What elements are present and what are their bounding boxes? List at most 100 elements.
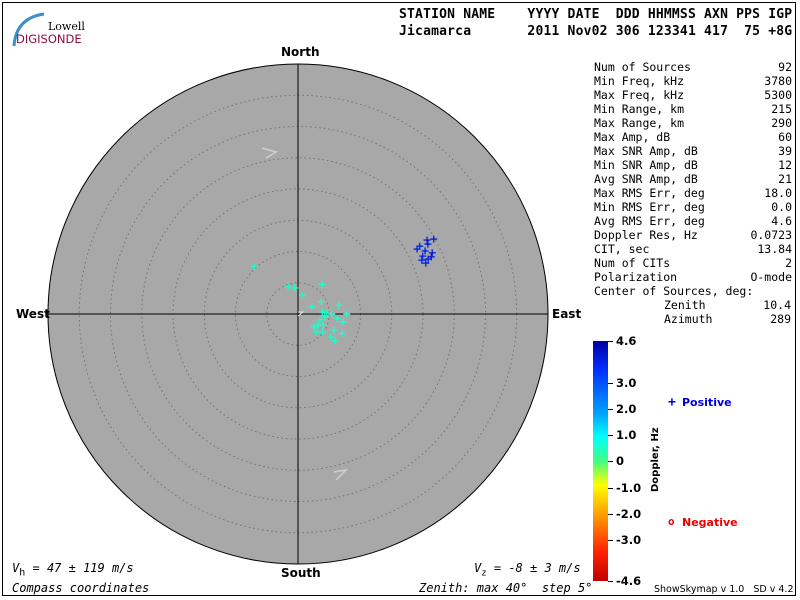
vz-symbol: V — [474, 561, 482, 575]
source-point — [310, 323, 318, 331]
source-point — [317, 298, 325, 306]
vz-readout: Vz = -8 ± 3 m/s — [474, 561, 581, 578]
stat-value: 4.6 — [771, 214, 792, 228]
stat-row: Min SNR Amp, dB 12 — [594, 158, 792, 172]
stat-label: Min Freq, kHz — [594, 74, 685, 88]
direction-arrow-mark — [333, 468, 349, 481]
source-point — [298, 291, 306, 299]
label-south: South — [281, 566, 321, 580]
source-point — [339, 318, 347, 326]
source-point — [318, 280, 326, 288]
colorbar-tick-label: 3.0 — [616, 376, 637, 390]
colorbar-tick-label: 0 — [616, 454, 625, 468]
source-point — [413, 245, 421, 253]
colorbar-tick-label: 4.6 — [616, 334, 637, 348]
colorbar-tick — [608, 341, 613, 342]
stat-label: Max RMS Err, deg — [594, 186, 705, 200]
vz-value: = -8 ± 3 m/s — [486, 561, 581, 575]
stat-value: 12 — [778, 158, 792, 172]
stat-value: 92 — [778, 60, 792, 74]
source-point — [338, 330, 346, 338]
colorbar-tick-label: -2.0 — [616, 507, 642, 521]
stat-row: CIT, sec 13.84 — [594, 242, 792, 256]
stat-value: O-mode — [750, 270, 792, 284]
stat-label: Min RMS Err, deg — [594, 200, 705, 214]
stat-row: Max Amp, dB 60 — [594, 130, 792, 144]
stat-row: Max Range, km 290 — [594, 116, 792, 130]
source-point — [430, 235, 438, 243]
stat-label: Num of CITs — [594, 256, 671, 270]
source-point — [308, 303, 316, 311]
stat-row: Max SNR Amp, dB 39 — [594, 144, 792, 158]
stat-row: Min RMS Err, deg 0.0 — [594, 200, 792, 214]
vh-sub: h — [19, 567, 26, 579]
source-point — [424, 240, 432, 248]
source-point — [421, 247, 429, 255]
digisonde-logo — [12, 12, 45, 47]
source-point — [328, 310, 336, 318]
stat-row: Avg RMS Err, deg 4.6 — [594, 214, 792, 228]
source-point — [333, 315, 341, 323]
source-point — [291, 284, 299, 292]
stat-label: Num of Sources — [594, 60, 691, 74]
stat-value: 18.0 — [764, 186, 792, 200]
vh-readout: Vh = 47 ± 119 m/s — [12, 561, 134, 578]
label-north: North — [281, 45, 320, 59]
stat-value: 5300 — [764, 88, 792, 102]
center-azimuth-value: 289 — [770, 312, 791, 326]
stat-label: Avg SNR Amp, dB — [594, 172, 698, 186]
stat-row: Num of CITs 2 — [594, 256, 792, 270]
colorbar-tick-label: 1.0 — [616, 428, 637, 442]
source-point — [312, 328, 320, 336]
stat-value: 215 — [771, 102, 792, 116]
stats-panel: Num of Sources 92 Min Freq, kHz 3780 Max Fre… — [594, 60, 792, 284]
colorbar-title: Doppler, Hz — [650, 427, 661, 492]
source-point — [321, 313, 329, 321]
source-point — [418, 256, 426, 264]
source-point — [423, 236, 431, 244]
stat-row: Min Freq, kHz 3780 — [594, 74, 792, 88]
vz-sub: z — [481, 568, 487, 579]
stat-label: Max Range, km — [594, 116, 685, 130]
stat-label: Max SNR Amp, dB — [594, 144, 698, 158]
version-label: ShowSkymap v 1.0 SD v 4.2 — [654, 584, 794, 595]
header-values: Jicamarca 2011 Nov02 306 123341 417 75 +… — [399, 24, 793, 39]
stat-value: 2 — [785, 256, 792, 270]
source-point — [284, 283, 292, 291]
doppler-colorbar — [593, 341, 608, 581]
stat-row: Num of Sources 92 — [594, 60, 792, 74]
source-point — [428, 249, 436, 257]
stat-label: Doppler Res, Hz — [594, 228, 698, 242]
coords-label: Compass coordinates — [12, 581, 150, 595]
center-azimuth-label: Azimuth — [664, 312, 713, 326]
source-point — [335, 301, 343, 309]
source-point — [330, 326, 338, 334]
source-point — [422, 259, 430, 267]
center-zenith-value: 10.4 — [763, 298, 791, 312]
logo-bottom: DIGISONDE — [16, 32, 82, 46]
stat-label: Min SNR Amp, dB — [594, 158, 698, 172]
colorbar-tick — [608, 581, 613, 582]
stat-value: 0.0 — [771, 200, 792, 214]
stat-row: Doppler Res, Hz 0.0723 — [594, 228, 792, 242]
vh-value: = 47 ± 119 m/s — [25, 561, 134, 575]
colorbar-tick — [608, 383, 613, 384]
header-labels: STATION NAME YYYY DATE DDD HHMMSS AXN PP… — [399, 7, 793, 22]
source-point — [419, 252, 427, 260]
source-point — [343, 310, 351, 318]
stat-label: Max Amp, dB — [594, 130, 671, 144]
stat-row: Max RMS Err, deg 18.0 — [594, 186, 792, 200]
stat-row: Min Range, km 215 — [594, 102, 792, 116]
stat-label: Min Range, km — [594, 102, 685, 116]
colorbar-tick-label: -3.0 — [616, 533, 642, 547]
legend-positive: Positive — [682, 396, 732, 409]
source-point — [250, 263, 258, 271]
colorbar-tick — [608, 409, 613, 410]
colorbar-tick — [608, 435, 613, 436]
stat-value: 39 — [778, 144, 792, 158]
stat-value: 60 — [778, 130, 792, 144]
colorbar-tick-label: 2.0 — [616, 402, 637, 416]
